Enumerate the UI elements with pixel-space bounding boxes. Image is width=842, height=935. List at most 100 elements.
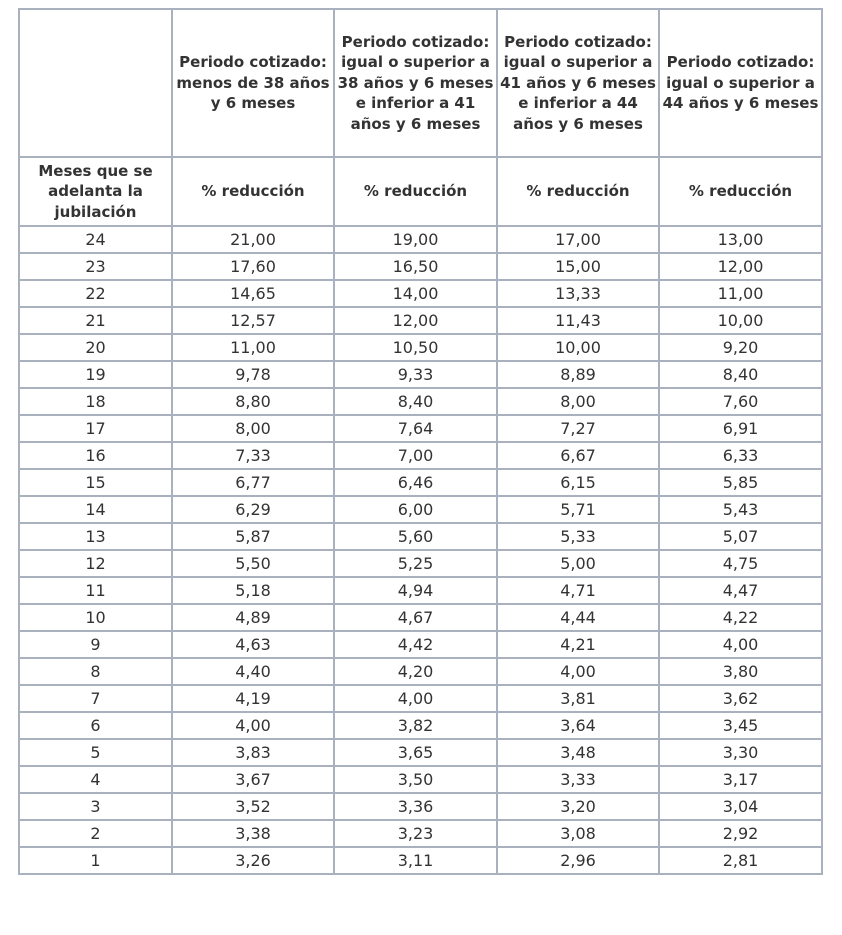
reduction-cell: 12,00	[333, 306, 498, 335]
reduction-cell: 5,25	[333, 549, 498, 578]
reduction-cell: 11,00	[658, 279, 823, 308]
header-period-4: Periodo cotizado: igual o superior a 44 …	[658, 8, 823, 158]
reduction-cell: 2,92	[658, 819, 823, 848]
reduction-cell: 4,00	[171, 711, 335, 740]
months-cell: 8	[18, 657, 173, 686]
reduction-cell: 5,50	[171, 549, 335, 578]
reduction-cell: 3,62	[658, 684, 823, 713]
reduction-header-4: % reducción	[658, 156, 823, 227]
months-cell: 2	[18, 819, 173, 848]
reduction-header-3: % reducción	[496, 156, 660, 227]
table-row: 19 9,78 9,33 8,89 8,40	[18, 360, 823, 389]
reduction-header-1: % reducción	[171, 156, 335, 227]
period-header-row: Periodo cotizado: menos de 38 años y 6 m…	[18, 8, 823, 158]
reduction-cell: 6,46	[333, 468, 498, 497]
reduction-cell: 6,77	[171, 468, 335, 497]
reduction-cell: 7,64	[333, 414, 498, 443]
table-row: 12 5,50 5,25 5,00 4,75	[18, 549, 823, 578]
reduction-cell: 4,75	[658, 549, 823, 578]
reduction-cell: 8,00	[171, 414, 335, 443]
months-cell: 4	[18, 765, 173, 794]
reduction-cell: 10,00	[658, 306, 823, 335]
months-cell: 22	[18, 279, 173, 308]
reduction-cell: 3,81	[496, 684, 660, 713]
reduction-cell: 4,00	[496, 657, 660, 686]
months-cell: 21	[18, 306, 173, 335]
reduction-cell: 6,29	[171, 495, 335, 524]
reduction-cell: 5,00	[496, 549, 660, 578]
reduction-cell: 4,19	[171, 684, 335, 713]
reduction-cell: 4,00	[333, 684, 498, 713]
reduction-cell: 2,81	[658, 846, 823, 875]
reduction-cell: 7,00	[333, 441, 498, 470]
reduction-cell: 11,43	[496, 306, 660, 335]
reduction-cell: 3,48	[496, 738, 660, 767]
reduction-cell: 12,57	[171, 306, 335, 335]
table-row: 21 12,57 12,00 11,43 10,00	[18, 306, 823, 335]
months-cell: 16	[18, 441, 173, 470]
reduction-cell: 7,33	[171, 441, 335, 470]
months-cell: 13	[18, 522, 173, 551]
reduction-cell: 5,60	[333, 522, 498, 551]
reduction-cell: 3,36	[333, 792, 498, 821]
reduction-cell: 4,67	[333, 603, 498, 632]
table-body: 24 21,00 19,00 17,00 13,00 23 17,60 16,50 15,00 1…	[18, 225, 823, 875]
reduction-cell: 16,50	[333, 252, 498, 281]
reduction-cell: 4,00	[658, 630, 823, 659]
months-cell: 20	[18, 333, 173, 362]
reduction-cell: 3,80	[658, 657, 823, 686]
reduction-cell: 3,83	[171, 738, 335, 767]
reduction-cell: 4,44	[496, 603, 660, 632]
reduction-cell: 5,87	[171, 522, 335, 551]
reduction-cell: 3,26	[171, 846, 335, 875]
reduction-cell: 3,82	[333, 711, 498, 740]
months-cell: 9	[18, 630, 173, 659]
reduction-cell: 6,67	[496, 441, 660, 470]
months-cell: 12	[18, 549, 173, 578]
table-row: 6 4,00 3,82 3,64 3,45	[18, 711, 823, 740]
reduction-cell: 4,42	[333, 630, 498, 659]
table-row: 3 3,52 3,36 3,20 3,04	[18, 792, 823, 821]
months-cell: 5	[18, 738, 173, 767]
reduction-cell: 8,40	[333, 387, 498, 416]
reduction-cell: 8,00	[496, 387, 660, 416]
table-row: 22 14,65 14,00 13,33 11,00	[18, 279, 823, 308]
table-row: 9 4,63 4,42 4,21 4,00	[18, 630, 823, 659]
table-row: 24 21,00 19,00 17,00 13,00	[18, 225, 823, 254]
reduction-cell: 4,63	[171, 630, 335, 659]
reduction-cell: 3,08	[496, 819, 660, 848]
table-row: 5 3,83 3,65 3,48 3,30	[18, 738, 823, 767]
months-cell: 23	[18, 252, 173, 281]
reduction-cell: 3,04	[658, 792, 823, 821]
months-cell: 1	[18, 846, 173, 875]
reduction-cell: 4,47	[658, 576, 823, 605]
reduction-cell: 3,50	[333, 765, 498, 794]
reduction-cell: 3,65	[333, 738, 498, 767]
reduction-cell: 4,71	[496, 576, 660, 605]
table-row: 18 8,80 8,40 8,00 7,60	[18, 387, 823, 416]
reduction-cell: 7,60	[658, 387, 823, 416]
table-row: 13 5,87 5,60 5,33 5,07	[18, 522, 823, 551]
table-row: 23 17,60 16,50 15,00 12,00	[18, 252, 823, 281]
reduction-cell: 5,33	[496, 522, 660, 551]
reduction-cell: 17,60	[171, 252, 335, 281]
reduction-cell: 3,64	[496, 711, 660, 740]
table-row: 20 11,00 10,50 10,00 9,20	[18, 333, 823, 362]
reduction-cell: 12,00	[658, 252, 823, 281]
reduction-cell: 6,33	[658, 441, 823, 470]
reduction-table: Periodo cotizado: menos de 38 años y 6 m…	[18, 8, 823, 875]
table-row: 17 8,00 7,64 7,27 6,91	[18, 414, 823, 443]
table-row: 4 3,67 3,50 3,33 3,17	[18, 765, 823, 794]
reduction-cell: 5,07	[658, 522, 823, 551]
months-cell: 18	[18, 387, 173, 416]
reduction-cell: 3,52	[171, 792, 335, 821]
reduction-cell: 21,00	[171, 225, 335, 254]
months-cell: 6	[18, 711, 173, 740]
reduction-cell: 3,38	[171, 819, 335, 848]
reduction-cell: 3,45	[658, 711, 823, 740]
reduction-cell: 3,67	[171, 765, 335, 794]
table-row: 15 6,77 6,46 6,15 5,85	[18, 468, 823, 497]
reduction-cell: 5,43	[658, 495, 823, 524]
reduction-cell: 6,15	[496, 468, 660, 497]
reduction-header-2: % reducción	[333, 156, 498, 227]
